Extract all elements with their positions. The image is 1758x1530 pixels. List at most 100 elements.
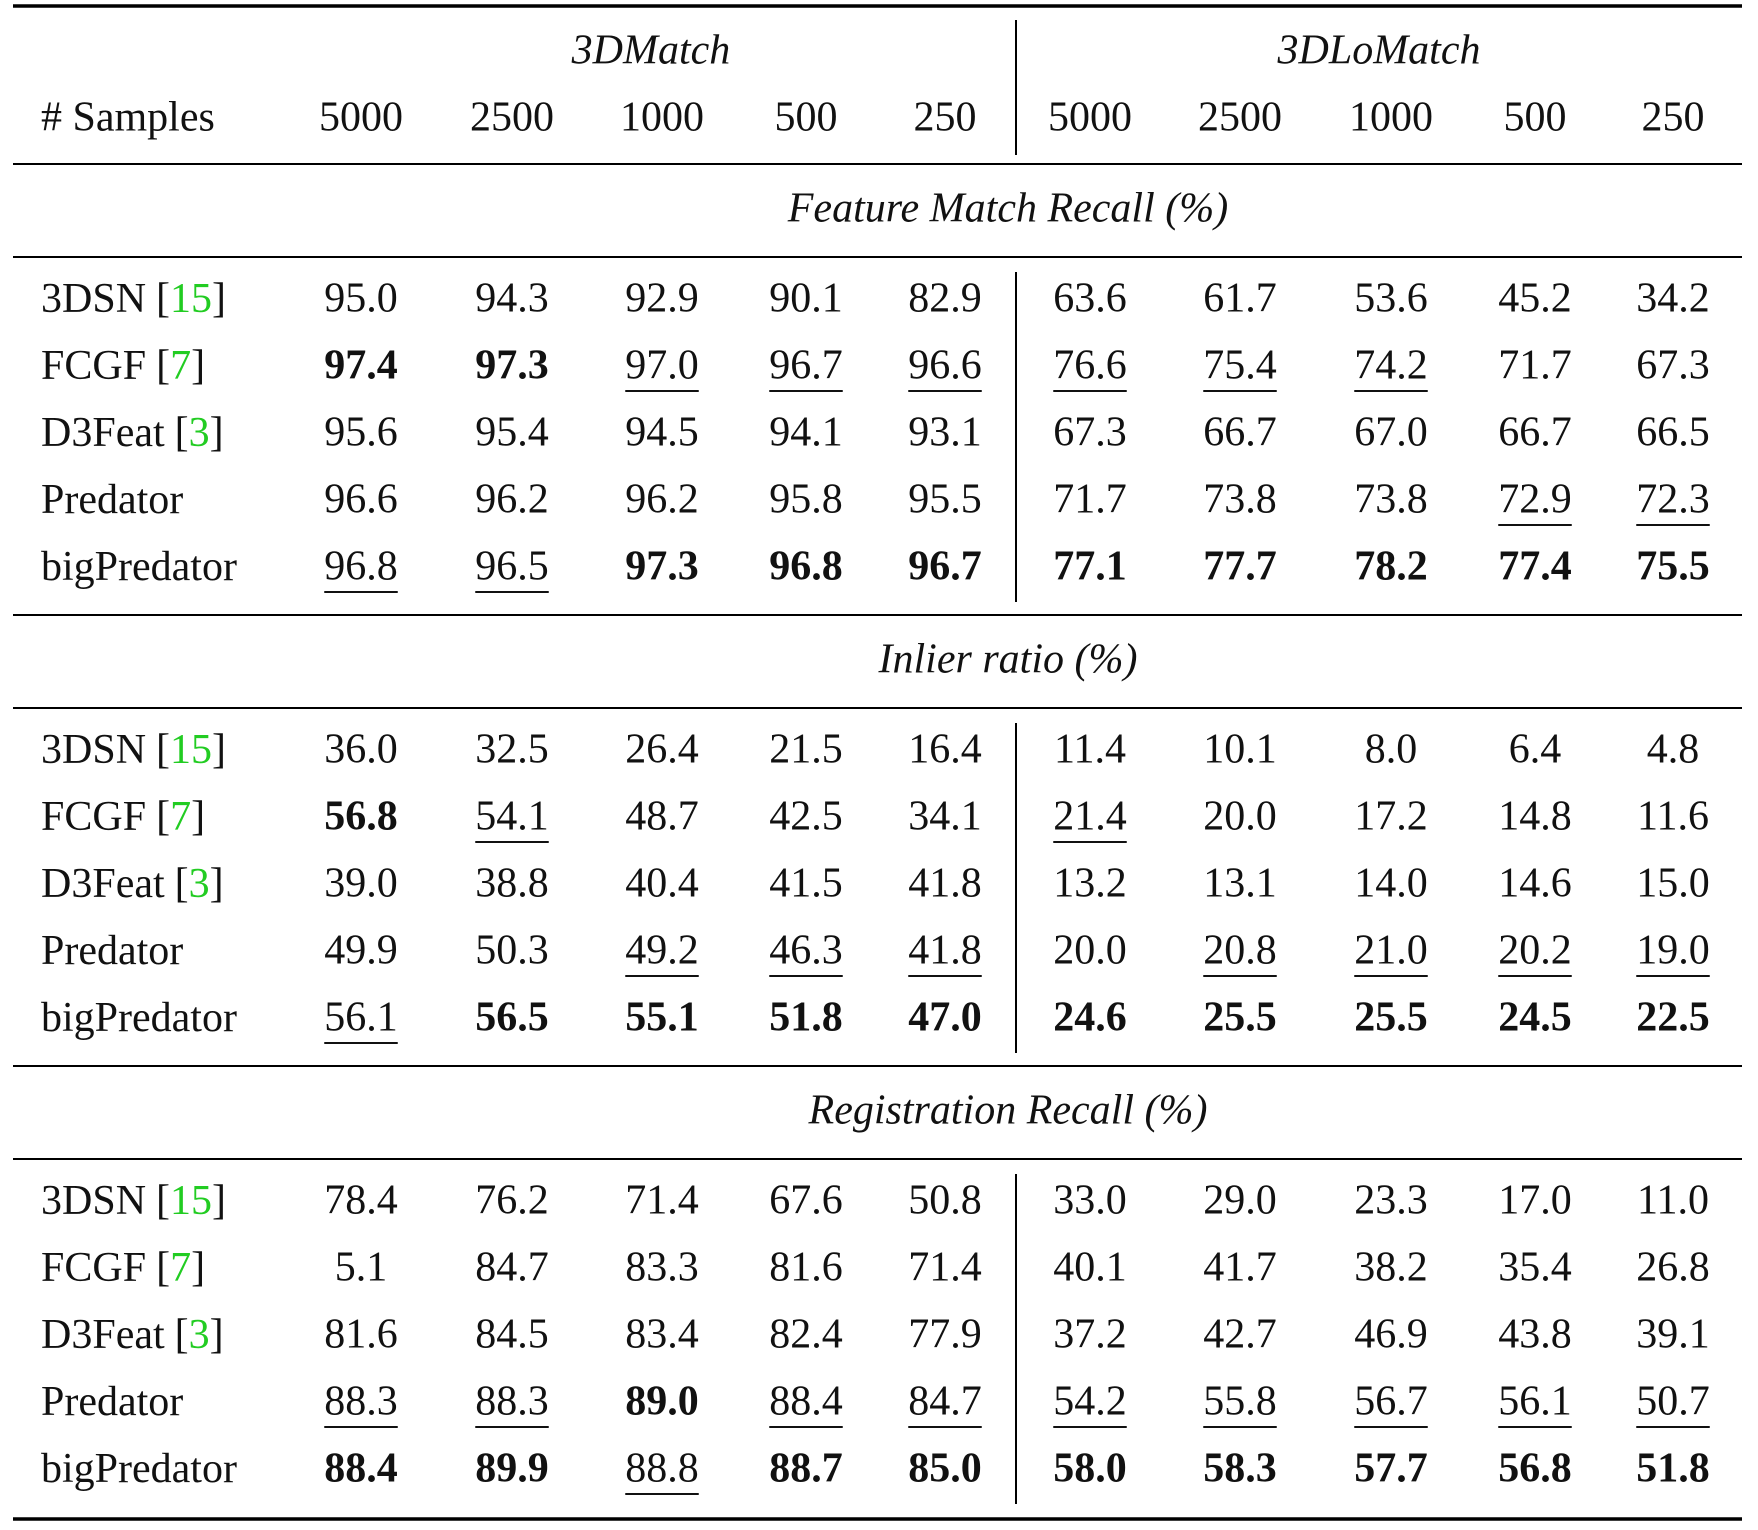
cell: 8.0 (1365, 727, 1418, 773)
cell: 32.5 (475, 727, 549, 773)
cell: 89.9 (475, 1446, 549, 1492)
citation-part: [ (156, 276, 170, 322)
cell: 58.0 (1053, 1446, 1127, 1492)
cell: 84.7 (908, 1379, 982, 1425)
cell: 85.0 (908, 1446, 982, 1492)
cell: 42.7 (1203, 1312, 1277, 1358)
method-name: Predator (41, 477, 183, 523)
cell: 13.2 (1053, 861, 1127, 907)
cell: 26.4 (625, 727, 699, 773)
column-header: 2500 (1198, 95, 1282, 141)
method-label: FCGF [7] (41, 794, 205, 840)
cell: 95.5 (908, 477, 982, 523)
cell: 76.6 (1053, 343, 1127, 389)
cell: 97.3 (475, 343, 549, 389)
cell: 17.0 (1498, 1178, 1572, 1224)
citation-part: 7 (170, 343, 191, 389)
cell: 55.8 (1203, 1379, 1277, 1425)
cell: 11.0 (1637, 1178, 1709, 1224)
cell: 19.0 (1636, 928, 1710, 974)
cell: 94.1 (769, 410, 843, 456)
cell: 56.8 (1498, 1446, 1572, 1492)
cell: 88.4 (324, 1446, 398, 1492)
cell: 82.9 (908, 276, 982, 322)
citation-part: ] (210, 410, 224, 456)
citation-part: ] (212, 276, 226, 322)
method-label: Predator (41, 928, 183, 974)
cell: 11.6 (1637, 794, 1709, 840)
method-label: 3DSN [15] (41, 1178, 226, 1224)
cell: 97.0 (625, 343, 699, 389)
citation-part: ] (212, 727, 226, 773)
citation-part: 15 (170, 727, 212, 773)
cell: 77.1 (1053, 544, 1127, 590)
cell: 78.4 (324, 1178, 398, 1224)
cell: 20.2 (1498, 928, 1572, 974)
cell: 36.0 (324, 727, 398, 773)
citation-part: [ (156, 794, 170, 840)
citation-part: [ (156, 1178, 170, 1224)
method-label: bigPredator (41, 1446, 237, 1492)
citation: [3] (175, 1312, 224, 1358)
cell: 82.4 (769, 1312, 843, 1358)
cell: 84.7 (475, 1245, 549, 1291)
cell: 95.8 (769, 477, 843, 523)
citation-part: [ (175, 410, 189, 456)
cell: 54.2 (1053, 1379, 1127, 1425)
cell: 15.0 (1636, 861, 1710, 907)
cell: 92.9 (625, 276, 699, 322)
cell: 41.5 (769, 861, 843, 907)
cell: 43.8 (1498, 1312, 1572, 1358)
cell: 26.8 (1636, 1245, 1710, 1291)
citation: [15] (156, 276, 226, 322)
cell: 97.3 (625, 544, 699, 590)
column-header: 500 (1504, 95, 1567, 141)
cell: 83.4 (625, 1312, 699, 1358)
citation-part: ] (210, 1312, 224, 1358)
column-header: 250 (914, 95, 977, 141)
cell: 72.3 (1636, 477, 1710, 523)
method-name: Predator (41, 928, 183, 974)
cell: 71.7 (1053, 477, 1127, 523)
cell: 48.7 (625, 794, 699, 840)
cell: 81.6 (324, 1312, 398, 1358)
cell: 17.2 (1354, 794, 1428, 840)
cell: 77.7 (1203, 544, 1277, 590)
cell: 95.4 (475, 410, 549, 456)
cell: 74.2 (1354, 343, 1428, 389)
cell: 66.7 (1203, 410, 1277, 456)
column-header: 1000 (620, 95, 704, 141)
cell: 49.2 (625, 928, 699, 974)
cell: 56.5 (475, 995, 549, 1041)
cell: 10.1 (1203, 727, 1277, 773)
cell: 41.7 (1203, 1245, 1277, 1291)
citation-part: 3 (189, 410, 210, 456)
cell: 96.8 (769, 544, 843, 590)
cell: 76.2 (475, 1178, 549, 1224)
cell: 93.1 (908, 410, 982, 456)
cell: 96.2 (625, 477, 699, 523)
cell: 14.6 (1498, 861, 1572, 907)
cell: 39.0 (324, 861, 398, 907)
cell: 88.3 (475, 1379, 549, 1425)
cell: 66.5 (1636, 410, 1710, 456)
citation-part: 7 (170, 1245, 191, 1291)
column-header: 500 (775, 95, 838, 141)
citation: [7] (156, 343, 205, 389)
cell: 42.5 (769, 794, 843, 840)
cell: 77.4 (1498, 544, 1572, 590)
citation-part: [ (175, 1312, 189, 1358)
column-header: 5000 (319, 95, 403, 141)
citation-part: 3 (189, 1312, 210, 1358)
citation-part: 7 (170, 794, 191, 840)
cell: 25.5 (1203, 995, 1277, 1041)
cell: 71.4 (908, 1245, 982, 1291)
citation: [15] (156, 1178, 226, 1224)
method-label: D3Feat [3] (41, 1312, 224, 1358)
citation: [7] (156, 1245, 205, 1291)
cell: 41.8 (908, 861, 982, 907)
method-name: FCGF (41, 1245, 146, 1291)
citation-part: 3 (189, 861, 210, 907)
cell: 22.5 (1636, 995, 1710, 1041)
cell: 96.5 (475, 544, 549, 590)
